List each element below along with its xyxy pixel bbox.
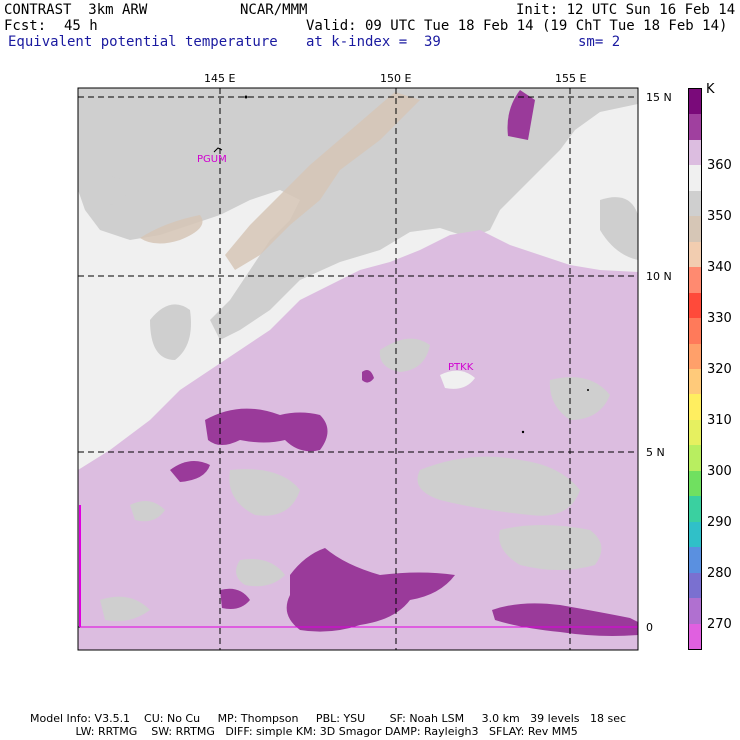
lon-label-150: 150 E	[380, 72, 412, 85]
colorbar-swatch	[689, 496, 701, 522]
grey-blob	[130, 501, 165, 522]
grey-patch	[150, 304, 191, 360]
dark-purple-region	[507, 90, 535, 140]
grey-region	[78, 88, 638, 340]
grey-blob	[499, 525, 602, 570]
grey-blob	[417, 456, 580, 516]
colorbar-swatch	[689, 343, 701, 369]
grid-lines	[78, 88, 638, 650]
valid-time: Valid: 09 UTC Tue 18 Feb 14 (19 ChT Tue …	[306, 18, 728, 34]
init-time: Init: 12 UTC Sun 16 Feb 14	[516, 2, 736, 18]
light-purple-region	[78, 230, 638, 650]
dark-purple-region	[170, 461, 210, 482]
field-name: Equivalent potential temperature	[8, 34, 278, 50]
grey-blob	[549, 377, 610, 420]
tan-band	[140, 215, 203, 244]
grey-blob	[229, 469, 300, 516]
grey-blob	[379, 338, 430, 372]
smoothing-label: sm= 2	[578, 34, 621, 50]
level-label: at k-index = 39	[306, 34, 441, 50]
island-dot	[587, 389, 589, 391]
island-dot	[521, 430, 525, 434]
dark-purple-region	[205, 408, 328, 452]
forecast-hour: 45 h	[64, 18, 98, 34]
colorbar-swatch	[689, 139, 701, 166]
colorbar-label-290: 290	[707, 515, 732, 530]
colorbar-label-320: 320	[707, 362, 732, 377]
colorbar-label-330: 330	[707, 311, 732, 326]
colorbar-swatch	[689, 241, 701, 268]
colorbar-swatch	[689, 318, 701, 344]
island-outline-guam	[213, 147, 223, 153]
forecast-label: Fcst:	[4, 18, 47, 34]
grey-blob	[440, 370, 475, 389]
station-label-ptkk: PTKK	[448, 362, 474, 373]
colorbar-swatch	[689, 547, 701, 573]
grey-patch	[95, 176, 130, 206]
colorbar-label-310: 310	[707, 413, 732, 428]
model-info-line1: Model Info: V3.5.1 CU: No Cu MP: Thompso…	[30, 712, 627, 725]
colorbar-swatch	[689, 292, 701, 319]
colorbar-label-300: 300	[707, 464, 732, 479]
tan-band	[225, 92, 420, 270]
colorbar-swatch	[689, 165, 701, 191]
colorbar-label-360: 360	[707, 158, 732, 173]
grey-patch	[600, 197, 638, 260]
colorbar-swatch	[689, 445, 701, 471]
colorbar-swatch	[689, 114, 701, 140]
lat-label-10n: 10 N	[646, 270, 672, 283]
colorbar-swatch	[689, 470, 701, 497]
colorbar-label-340: 340	[707, 260, 732, 275]
dark-purple-region	[492, 603, 638, 636]
model-info-line2: LW: RRTMG SW: RRTMG DIFF: simple KM: 3D …	[30, 725, 578, 738]
model-title: CONTRAST 3km ARW	[4, 2, 148, 18]
dark-purple-region	[220, 588, 250, 609]
colorbar-swatch	[689, 267, 701, 293]
colorbar-swatch	[689, 572, 701, 599]
grey-blob	[100, 596, 150, 622]
colorbar	[688, 88, 702, 650]
grey-blob	[236, 559, 285, 587]
colorbar-swatch	[689, 368, 701, 395]
colorbar-swatch	[689, 623, 701, 649]
colorbar-label-270: 270	[707, 617, 732, 632]
colorbar-swatch	[689, 521, 701, 548]
field-fill	[78, 88, 638, 650]
colorbar-swatch	[689, 419, 701, 446]
colorbar-swatch	[689, 598, 701, 624]
lat-label-0: 0	[646, 621, 653, 634]
dark-purple-region	[286, 548, 455, 632]
producer-label: NCAR/MMM	[240, 2, 308, 18]
colorbar-label-280: 280	[707, 566, 732, 581]
colorbar-swatch	[689, 216, 701, 242]
lon-label-145: 145 E	[204, 72, 236, 85]
lon-label-155: 155 E	[555, 72, 587, 85]
colorbar-swatch	[689, 89, 701, 115]
island-dot	[244, 95, 248, 99]
map-frame	[77, 87, 639, 651]
lat-label-15n: 15 N	[646, 91, 672, 104]
station-label-pgum: PGUM	[197, 154, 227, 165]
colorbar-swatch	[689, 394, 701, 420]
colorbar-swatch	[689, 190, 701, 217]
colorbar-label-350: 350	[707, 209, 732, 224]
lat-label-5n: 5 N	[646, 446, 665, 459]
colorbar-unit: K	[706, 82, 715, 97]
dark-purple-region	[362, 370, 374, 383]
